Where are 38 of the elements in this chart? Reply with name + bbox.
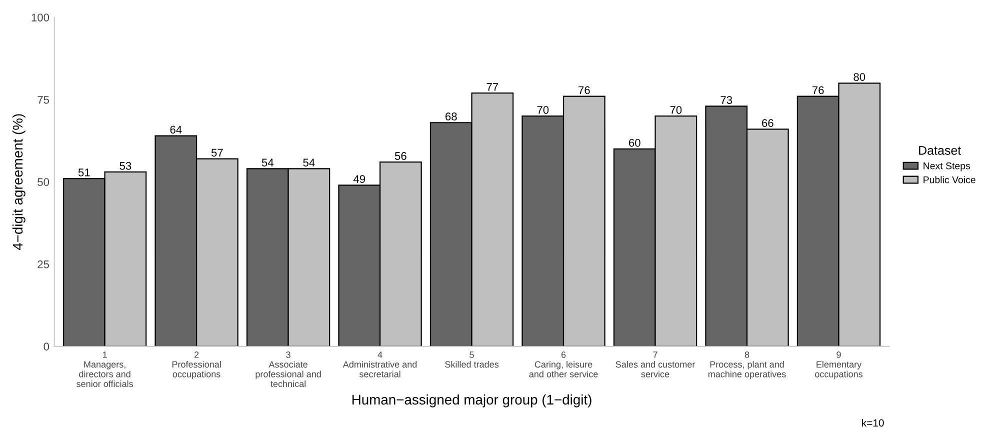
y-axis-title: 4−digit agreement (%) <box>12 114 26 250</box>
data-label: 80 <box>854 73 866 81</box>
data-label: 54 <box>303 158 315 166</box>
data-label: 76 <box>578 86 590 94</box>
data-label: 56 <box>394 152 406 160</box>
data-label: 53 <box>120 162 132 170</box>
data-label: 49 <box>353 175 366 183</box>
legend-title: Dataset <box>919 146 962 155</box>
x-tick-label: 6 Caring, leisure and other service <box>529 352 598 378</box>
data-label: 76 <box>812 86 824 94</box>
x-tick-label: 2 Professional occupations <box>172 352 221 380</box>
y-tick-label: 50 <box>38 178 50 186</box>
x-tick-label: 9 Elementary occupations <box>815 352 863 380</box>
data-label: 70 <box>537 106 549 114</box>
legend-label: Next Steps <box>924 162 970 172</box>
y-tick-label: 100 <box>32 14 50 22</box>
data-label: 51 <box>78 168 90 176</box>
data-label: 68 <box>446 112 457 120</box>
y-tick-label: 0 <box>44 342 50 351</box>
data-label: 70 <box>670 106 682 114</box>
x-tick-label: 5 Skilled trades <box>445 352 499 368</box>
x-axis-title: Human−assigned major group (1−digit) <box>352 394 592 408</box>
x-tick-label: 4 Administrative and secretarial <box>342 352 417 378</box>
y-tick-label: 75 <box>38 96 50 104</box>
data-label: 60 <box>629 138 640 147</box>
data-label: 73 <box>720 96 732 104</box>
data-label: 57 <box>211 148 223 157</box>
data-label: 64 <box>170 126 182 134</box>
data-label: 77 <box>486 83 498 91</box>
x-tick-label: 8 Process, plant and machine operatives <box>708 352 786 380</box>
y-tick-label: 25 <box>38 260 50 268</box>
data-label: 66 <box>762 119 774 128</box>
text: k=10 <box>862 418 884 427</box>
x-tick-label: 7 Sales and customer service <box>616 352 695 378</box>
legend-label: Public Voice <box>924 176 976 184</box>
data-label: 54 <box>262 158 274 166</box>
x-tick-label: 3 Associate professional and technical <box>256 352 321 388</box>
x-tick-label: 1 Managers, directors and senior officials <box>76 352 133 388</box>
